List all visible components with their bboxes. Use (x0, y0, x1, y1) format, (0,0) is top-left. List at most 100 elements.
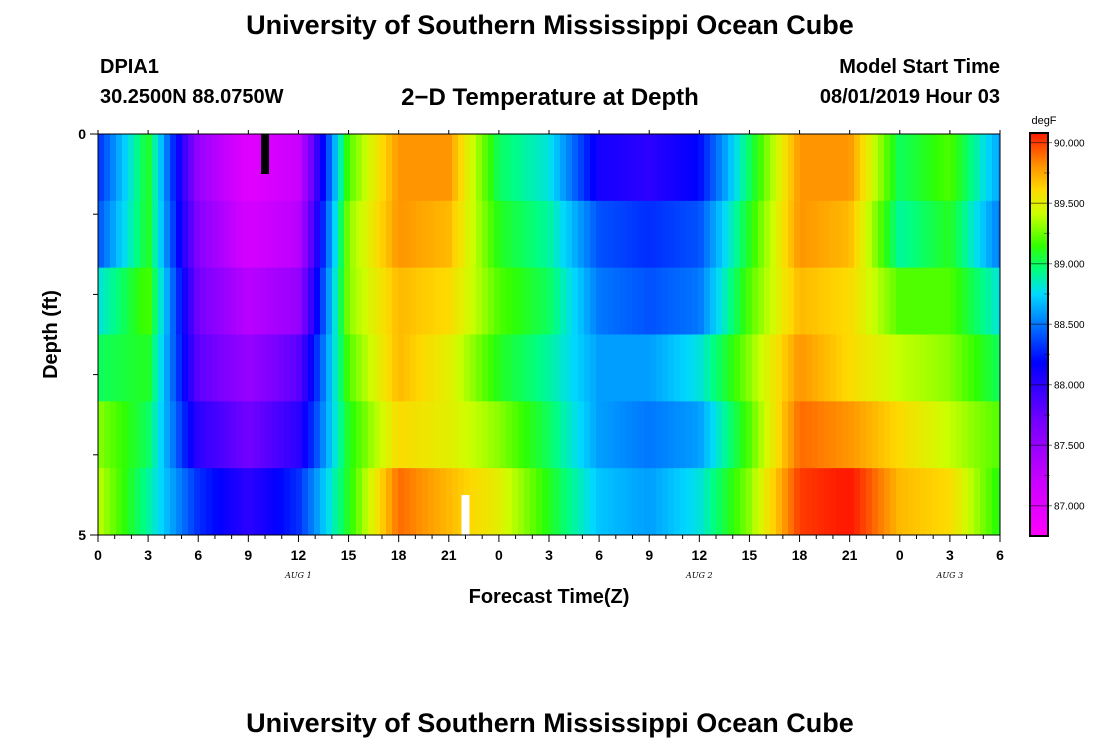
heatmap-cell (518, 134, 525, 202)
heatmap-cell (716, 334, 723, 402)
heatmap-cell (602, 468, 609, 536)
heatmap-cell (380, 468, 387, 536)
heatmap-cell (404, 334, 411, 402)
heatmap-cell (488, 334, 495, 402)
heatmap-cell (206, 468, 213, 536)
x-tick-label: 21 (842, 547, 858, 563)
heatmap-cell (452, 468, 459, 536)
heatmap-cell (212, 334, 219, 402)
heatmap-cell (950, 267, 957, 335)
heatmap-cell (968, 200, 975, 269)
heatmap-cell (578, 401, 585, 469)
heatmap-cell (290, 200, 297, 269)
heatmap-cell (806, 468, 813, 536)
heatmap-cell (950, 334, 957, 402)
heatmap-cell (656, 401, 663, 469)
heatmap-cell (650, 468, 657, 536)
heatmap-cell (824, 468, 831, 536)
heatmap-cell (104, 334, 111, 402)
heatmap-cell (632, 468, 639, 536)
heatmap-cell (734, 401, 741, 469)
heatmap-cell (614, 334, 621, 402)
heatmap-cell (398, 267, 405, 335)
heatmap-cell (728, 134, 735, 202)
heatmap-cell (884, 334, 891, 402)
heatmap-cell (512, 401, 519, 469)
heatmap-cell (596, 200, 603, 269)
heatmap-cell (212, 401, 219, 469)
heatmap-cell (572, 134, 579, 202)
heatmap-cell (758, 267, 765, 335)
heatmap-cell (332, 134, 339, 202)
heatmap-cell (470, 200, 477, 269)
heatmap-cell (860, 134, 867, 202)
heatmap-cell (848, 401, 855, 469)
heatmap-cell (884, 468, 891, 536)
heatmap-cell (362, 267, 369, 335)
heatmap-cell (104, 134, 111, 202)
heatmap-cell (338, 134, 345, 202)
heatmap-cell (428, 401, 435, 469)
heatmap-cell (842, 200, 849, 269)
heatmap-cell (962, 134, 969, 202)
heatmap-cell (206, 134, 213, 202)
heatmap-cell (824, 401, 831, 469)
heatmap-cell (272, 200, 279, 269)
heatmap-cell (398, 134, 405, 202)
heatmap-cell (356, 401, 363, 469)
heatmap-cell (716, 401, 723, 469)
heatmap-cell (680, 134, 687, 202)
heatmap-cell (908, 334, 915, 402)
heatmap-cell (800, 267, 807, 335)
heatmap-cell (992, 334, 999, 402)
heatmap-cell (218, 334, 225, 402)
heatmap-cell (380, 401, 387, 469)
heatmap-cell (638, 134, 645, 202)
heatmap-cell (956, 468, 963, 536)
heatmap-cell (464, 334, 471, 402)
heatmap-cell (506, 200, 513, 269)
station-coordinates: 30.2500N 88.0750W (100, 86, 284, 108)
heatmap-cell (266, 401, 273, 469)
heatmap-cell (824, 334, 831, 402)
x-tick-label: 6 (595, 547, 603, 563)
heatmap-cell (638, 401, 645, 469)
date-label: AUG 1 (284, 571, 312, 580)
heatmap-cell (698, 267, 705, 335)
heatmap-cell (170, 134, 177, 202)
heatmap-cell (668, 334, 675, 402)
heatmap-cell (866, 468, 873, 536)
heatmap-cell (146, 267, 153, 335)
heatmap-cell (308, 267, 315, 335)
missing-data-marks (261, 134, 470, 535)
heatmap-cell (428, 468, 435, 536)
heatmap-cell (224, 334, 231, 402)
x-tick-label: 18 (792, 547, 808, 563)
heatmap-cell (122, 468, 129, 536)
heatmap-cell (320, 401, 327, 469)
heatmap-cell (986, 401, 993, 469)
heatmap-cell (638, 334, 645, 402)
heatmap-cell (626, 468, 633, 536)
heatmap-cell (980, 267, 987, 335)
heatmap-cell (602, 401, 609, 469)
heatmap-cell (164, 200, 171, 269)
heatmap-cell (944, 200, 951, 269)
heatmap-cell (932, 267, 939, 335)
heatmap-cell (272, 401, 279, 469)
heatmap-cell (926, 468, 933, 536)
heatmap-cell (704, 468, 711, 536)
heatmap-cell (380, 200, 387, 269)
heatmap-cell (962, 401, 969, 469)
heatmap-cell (260, 334, 267, 402)
heatmap-cell (284, 134, 291, 202)
heatmap-cell (650, 200, 657, 269)
heatmap-cell (158, 401, 165, 469)
heatmap-cell (986, 200, 993, 269)
heatmap-cell (968, 334, 975, 402)
heatmap-cell (458, 468, 465, 536)
heatmap-cell (818, 334, 825, 402)
heatmap-cell (788, 401, 795, 469)
heatmap-cell (158, 267, 165, 335)
heatmap-cell (836, 401, 843, 469)
